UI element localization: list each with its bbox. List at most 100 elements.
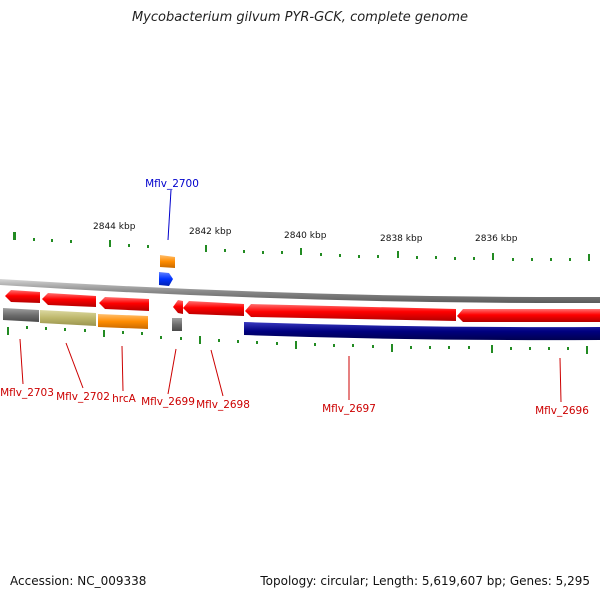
label-mflv-2696[interactable]: Mflv_2696 [535, 405, 589, 417]
label-mflv-2702[interactable]: Mflv_2702 [56, 391, 110, 403]
scale-tick [300, 248, 302, 255]
genome-summary-text: Topology: circular; Length: 5,619,607 bp… [260, 574, 590, 588]
scale-tick [339, 254, 341, 257]
scale-tick [429, 346, 431, 349]
scale-tick [372, 345, 374, 348]
scale-tick [199, 336, 201, 344]
label-mflv-2698[interactable]: Mflv_2698 [196, 399, 250, 411]
lower-features [3, 308, 600, 341]
leader-mflv-2700 [167, 189, 172, 241]
scale-label-2844: 2844 kbp [93, 222, 136, 232]
scale-tick [147, 245, 149, 248]
upper-scale-ticks [13, 232, 590, 261]
scale-tick [243, 250, 245, 253]
scale-tick [410, 346, 412, 349]
scale-tick [569, 258, 571, 261]
scale-label-2840: 2840 kbp [284, 231, 327, 241]
scale-tick [7, 327, 9, 335]
scale-tick [416, 256, 418, 259]
scale-tick [84, 329, 86, 332]
gene-mflv-2703-feature[interactable] [3, 308, 39, 322]
scale-tick [491, 345, 493, 353]
gene-mflv-2700-feature[interactable] [160, 255, 175, 268]
scale-tick [70, 240, 72, 243]
scale-tick [391, 344, 393, 352]
scale-tick [377, 255, 379, 258]
scale-tick [333, 344, 335, 347]
scale-tick [548, 347, 550, 350]
gene-mflv-2700-arrow[interactable] [159, 272, 173, 286]
scale-tick [122, 331, 124, 334]
gene-hrca-feature[interactable] [98, 314, 148, 329]
scale-tick [160, 336, 162, 339]
label-mflv-2700[interactable]: Mflv_2700 [145, 178, 199, 190]
scale-tick [33, 238, 35, 241]
label-mflv-2699[interactable]: Mflv_2699 [141, 396, 195, 408]
leader-hrca [121, 345, 124, 392]
leader-mflv-2699 [167, 348, 177, 395]
scale-label-2838: 2838 kbp [380, 234, 423, 244]
scale-tick [567, 347, 569, 350]
label-mflv-2703[interactable]: Mflv_2703 [0, 387, 54, 399]
scale-tick [531, 258, 533, 261]
scale-tick [218, 339, 220, 342]
scale-tick [64, 328, 66, 331]
leader-mflv-2702 [65, 342, 84, 389]
accession-text: Accession: NC_009338 [10, 574, 147, 588]
scale-tick [510, 347, 512, 350]
cds-strand [5, 290, 600, 322]
gene-mflv-2697-cds[interactable] [245, 304, 456, 321]
scale-tick [454, 257, 456, 260]
scale-tick [180, 337, 182, 340]
scale-tick [205, 245, 207, 252]
gene-mflv-2699-cds[interactable] [173, 300, 183, 314]
scale-tick [314, 343, 316, 346]
gene-mflv-2702-cds[interactable] [42, 293, 96, 307]
scale-tick [103, 330, 105, 337]
leader-mflv-2703 [19, 338, 24, 385]
scale-tick [588, 254, 590, 261]
scale-tick [51, 239, 53, 242]
scale-tick [435, 256, 437, 259]
figure-title: Mycobacterium gilvum PYR-GCK, complete g… [131, 10, 469, 25]
scale-tick [295, 341, 297, 349]
scale-tick [224, 249, 226, 252]
lower-scale-ticks [7, 326, 588, 354]
gene-mflv-2699-feature[interactable] [172, 318, 182, 331]
scale-label-2836: 2836 kbp [475, 234, 518, 244]
label-mflv-2697[interactable]: Mflv_2697 [322, 403, 376, 415]
gene-hrca-cds[interactable] [99, 297, 149, 311]
scale-tick [13, 232, 16, 240]
scale-tick [237, 340, 239, 343]
scale-tick [276, 342, 278, 345]
leader-mflv-2696 [559, 357, 562, 403]
gene-labels: Mflv_2700 Mflv_2703 Mflv_2702 hrcA Mflv_… [0, 178, 589, 417]
leader-lines [19, 189, 562, 403]
scale-tick [358, 255, 360, 258]
scale-tick [141, 332, 143, 335]
gene-mflv-2696-cds[interactable] [457, 309, 600, 322]
scale-tick [492, 253, 494, 260]
scale-tick [529, 347, 531, 350]
scale-tick [256, 341, 258, 344]
scale-tick [397, 251, 399, 258]
scale-tick [468, 346, 470, 349]
scale-tick [512, 258, 514, 261]
scale-tick [26, 326, 28, 329]
scale-tick [550, 258, 552, 261]
gene-mflv-2702-feature[interactable] [40, 310, 96, 326]
gene-mflv-2703-cds[interactable] [5, 290, 40, 303]
scale-tick [45, 327, 47, 330]
leader-mflv-2698 [210, 349, 224, 397]
scale-tick [128, 244, 130, 247]
gene-mflv-2697-navy-feature[interactable] [244, 322, 600, 341]
gene-mflv-2698-cds[interactable] [183, 301, 244, 316]
scale-tick [473, 257, 475, 260]
scale-tick [109, 240, 111, 247]
scale-label-2842: 2842 kbp [189, 227, 232, 237]
label-hrca[interactable]: hrcA [112, 393, 137, 405]
scale-tick [281, 251, 283, 254]
scale-labels: 2844 kbp 2842 kbp 2840 kbp 2838 kbp 2836… [93, 222, 518, 244]
